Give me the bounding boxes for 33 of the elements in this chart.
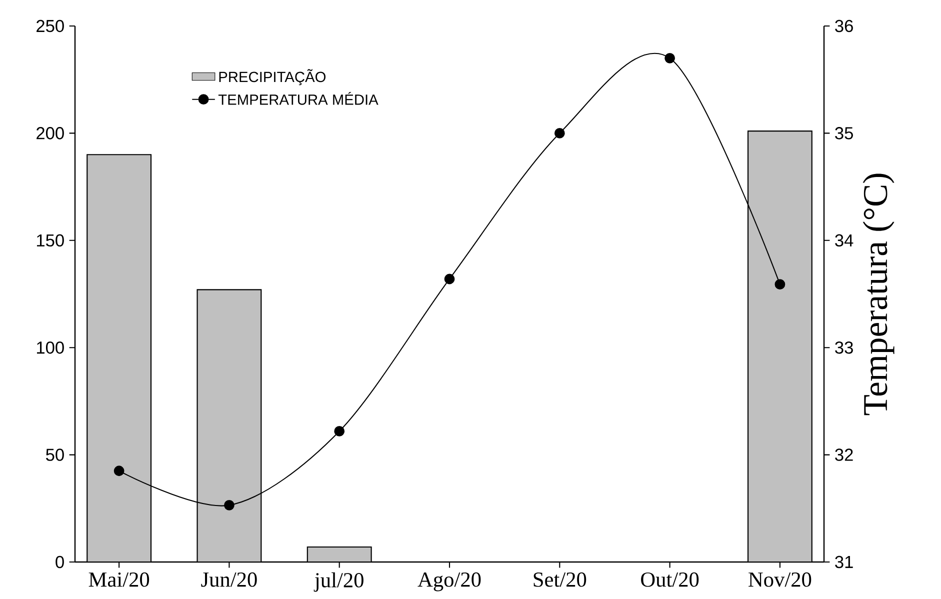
y-tick-label: 100	[36, 341, 64, 354]
y-tick-label: 250	[36, 20, 64, 32]
bar	[747, 130, 812, 562]
bar	[86, 154, 152, 562]
legend-label: TEMPERATURA MÉDIA	[218, 92, 378, 105]
y2-axis-title: Temperatura (°C)	[862, 174, 894, 416]
x-tick-label: Mai/20	[88, 572, 150, 587]
y2-tick-label: 31	[835, 556, 853, 568]
y-tick-label: 200	[36, 127, 64, 140]
point	[224, 500, 234, 510]
point	[664, 52, 675, 64]
y-tick-label: 0	[56, 556, 64, 568]
y2-tick-label: 34	[835, 234, 854, 247]
y2-tick-label: 32	[835, 448, 853, 461]
y-tick-label: 50	[46, 448, 64, 461]
y2-tick-label: 35	[835, 127, 853, 140]
x-tick-label: jul/20	[314, 572, 364, 592]
x-tick-label: Ago/20	[418, 572, 481, 592]
point	[554, 128, 565, 138]
point	[334, 426, 345, 436]
y2-tick-label: 33	[835, 341, 853, 354]
point	[444, 274, 455, 284]
x-tick-label: Set/20	[534, 572, 586, 587]
point	[774, 279, 786, 290]
x-tick-label: Out/20	[641, 572, 699, 587]
legend-label: PRECIPITAÇÃO	[219, 69, 326, 86]
y-tick-label: 150	[36, 234, 64, 247]
bar	[306, 546, 372, 562]
y2-tick-label: 36	[835, 20, 853, 32]
point	[114, 466, 124, 476]
bar	[196, 289, 262, 562]
x-tick-label: Jun/20	[201, 572, 257, 587]
x-tick-label: Nov/20	[748, 572, 812, 587]
